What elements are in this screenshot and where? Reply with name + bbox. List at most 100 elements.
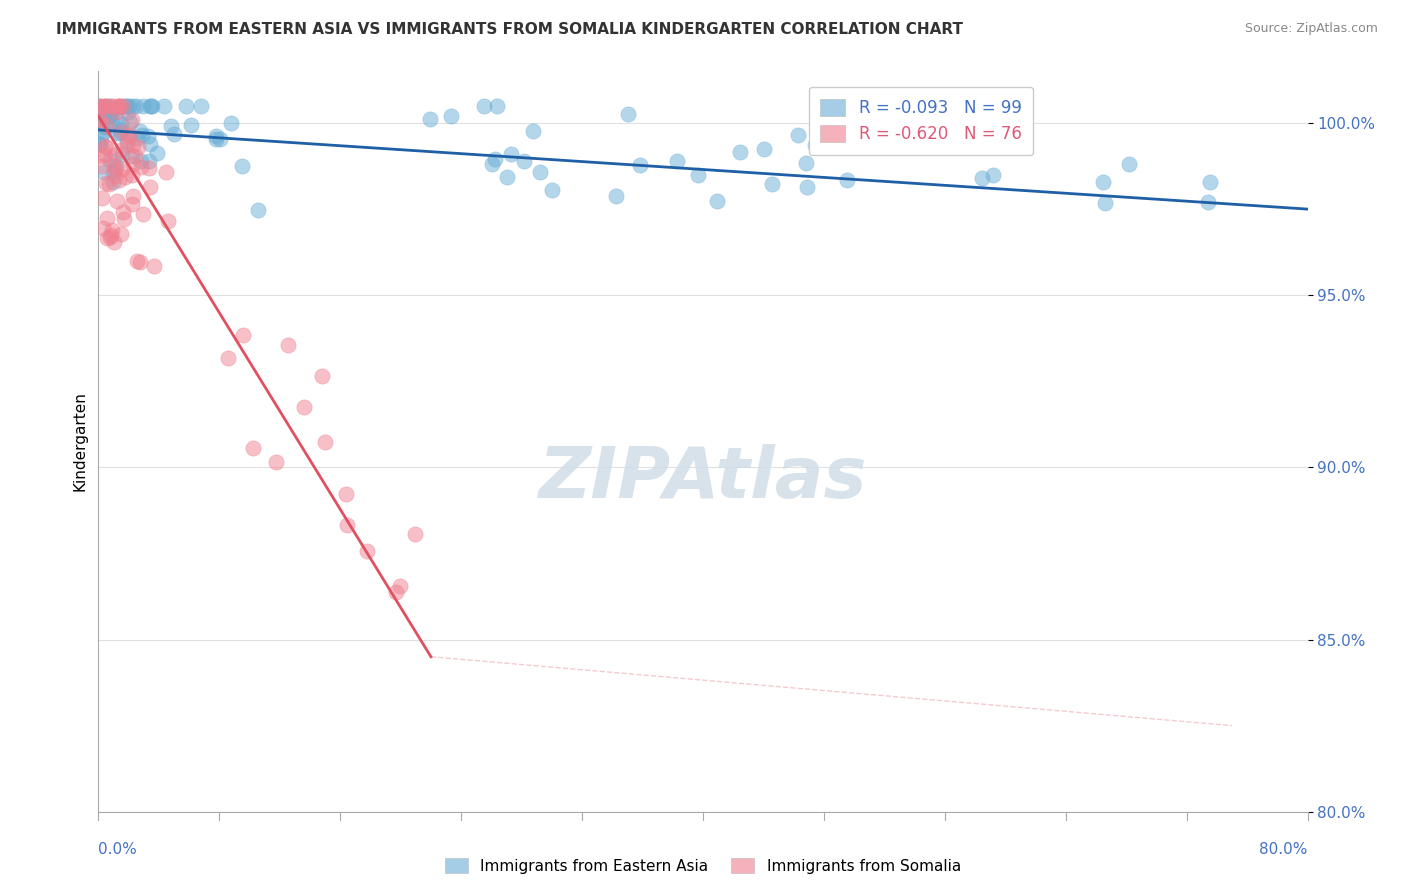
Point bbox=[122, 157, 145, 171]
Point bbox=[118, 128, 141, 142]
Point bbox=[108, 126, 131, 140]
Point bbox=[118, 99, 141, 113]
Point bbox=[706, 194, 728, 208]
Point bbox=[98, 178, 121, 192]
Point bbox=[204, 128, 226, 143]
Point bbox=[93, 125, 115, 139]
Point bbox=[264, 455, 287, 469]
Point bbox=[107, 173, 129, 187]
Point bbox=[143, 259, 166, 273]
Point bbox=[108, 99, 131, 113]
Point bbox=[127, 130, 149, 145]
Point bbox=[90, 131, 112, 145]
Point bbox=[180, 119, 202, 133]
Point bbox=[314, 434, 336, 449]
Point bbox=[242, 441, 264, 455]
Point bbox=[91, 221, 114, 235]
Point bbox=[101, 103, 124, 117]
Point bbox=[335, 487, 357, 501]
Point bbox=[101, 222, 124, 236]
Point bbox=[125, 99, 148, 113]
Point bbox=[1094, 196, 1116, 211]
Point bbox=[105, 194, 128, 209]
Point bbox=[94, 120, 117, 134]
Text: 80.0%: 80.0% bbox=[1260, 842, 1308, 857]
Point bbox=[111, 204, 134, 219]
Point bbox=[98, 109, 121, 123]
Point bbox=[91, 149, 114, 163]
Point bbox=[110, 143, 132, 157]
Point bbox=[98, 99, 121, 113]
Point bbox=[499, 146, 522, 161]
Point bbox=[481, 156, 503, 170]
Point bbox=[125, 254, 148, 268]
Point bbox=[605, 189, 627, 203]
Point bbox=[131, 160, 153, 174]
Point bbox=[89, 112, 111, 127]
Point bbox=[117, 105, 139, 120]
Point bbox=[107, 99, 129, 113]
Point bbox=[728, 145, 751, 159]
Point bbox=[100, 228, 122, 243]
Point bbox=[837, 173, 859, 187]
Point bbox=[89, 136, 111, 151]
Point bbox=[121, 168, 143, 182]
Text: IMMIGRANTS FROM EASTERN ASIA VS IMMIGRANTS FROM SOMALIA KINDERGARTEN CORRELATION: IMMIGRANTS FROM EASTERN ASIA VS IMMIGRAN… bbox=[56, 22, 963, 37]
Point bbox=[93, 165, 115, 179]
Point bbox=[115, 138, 138, 153]
Point bbox=[121, 148, 143, 162]
Point bbox=[529, 165, 551, 179]
Point bbox=[472, 99, 495, 113]
Point bbox=[121, 189, 143, 203]
Point bbox=[121, 197, 143, 211]
Point bbox=[231, 159, 253, 173]
Point bbox=[98, 153, 121, 167]
Point bbox=[152, 99, 174, 113]
Point bbox=[356, 544, 378, 558]
Point bbox=[205, 132, 228, 146]
Point bbox=[94, 177, 117, 191]
Point bbox=[128, 255, 150, 269]
Point bbox=[117, 128, 139, 143]
Point bbox=[94, 139, 117, 153]
Point bbox=[96, 231, 118, 245]
Point bbox=[93, 147, 115, 161]
Point bbox=[617, 106, 640, 120]
Point bbox=[96, 119, 118, 133]
Point bbox=[496, 170, 519, 185]
Point bbox=[311, 368, 333, 383]
Point bbox=[98, 230, 121, 244]
Point bbox=[419, 112, 441, 126]
Text: 0.0%: 0.0% bbox=[98, 842, 138, 857]
Point bbox=[107, 99, 129, 113]
Point bbox=[89, 99, 111, 113]
Point bbox=[105, 159, 128, 173]
Point bbox=[89, 99, 111, 113]
Point bbox=[101, 174, 124, 188]
Point bbox=[217, 351, 239, 365]
Point bbox=[127, 140, 149, 154]
Point bbox=[131, 207, 153, 221]
Point bbox=[1198, 176, 1220, 190]
Point bbox=[108, 123, 131, 137]
Point bbox=[105, 126, 128, 140]
Point bbox=[1092, 175, 1115, 189]
Point bbox=[111, 99, 134, 113]
Point bbox=[190, 99, 212, 113]
Point bbox=[121, 112, 143, 127]
Point bbox=[105, 104, 128, 119]
Point bbox=[120, 115, 142, 129]
Point bbox=[131, 128, 153, 142]
Point bbox=[139, 99, 162, 113]
Point bbox=[219, 116, 242, 130]
Point bbox=[111, 147, 134, 161]
Text: Source: ZipAtlas.com: Source: ZipAtlas.com bbox=[1244, 22, 1378, 36]
Point bbox=[91, 159, 114, 173]
Point bbox=[796, 179, 818, 194]
Point bbox=[122, 99, 145, 113]
Point bbox=[163, 127, 186, 141]
Point bbox=[98, 99, 121, 113]
Point bbox=[98, 107, 121, 121]
Point bbox=[541, 183, 564, 197]
Point bbox=[155, 165, 177, 179]
